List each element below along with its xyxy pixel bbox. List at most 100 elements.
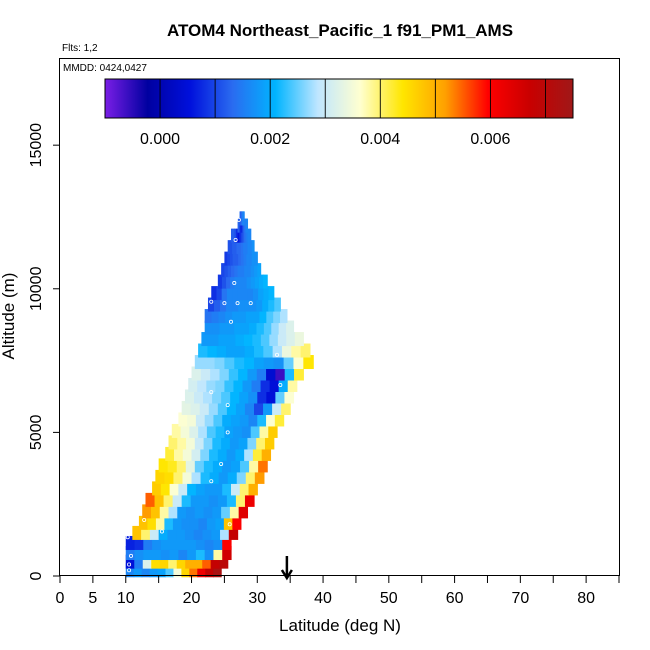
heatmap-cell: [281, 343, 292, 358]
heatmap-cell: [212, 435, 222, 450]
heatmap-cell: [217, 274, 223, 289]
heatmap-cell: [204, 535, 215, 550]
heatmap-cell: [291, 343, 302, 358]
heatmap-cell: [284, 366, 295, 381]
heatmap-cell: [240, 240, 244, 255]
heatmap-cell: [238, 218, 240, 233]
sample-point: [222, 301, 227, 306]
heatmap-cell: [240, 228, 244, 243]
heatmap-cell: [266, 412, 276, 427]
y-tick-label: 15000: [28, 123, 45, 168]
x-tick-label: 10: [117, 590, 135, 607]
heatmap-cell: [227, 251, 231, 266]
heatmap-cell: [249, 228, 252, 243]
heatmap-cell: [249, 320, 258, 335]
heatmap-cell: [261, 446, 272, 461]
heatmap-cell: [230, 274, 235, 289]
heatmap-cell: [254, 263, 258, 278]
sample-point: [233, 237, 238, 242]
heatmap-cell: [185, 458, 196, 473]
heatmap-cell: [257, 389, 267, 404]
heatmap-cell: [169, 535, 179, 550]
heatmap-cell: [207, 343, 218, 358]
heatmap-cell: [254, 251, 258, 266]
heatmap-cell: [149, 525, 160, 540]
colorbar-tick-label: 0.002: [250, 131, 290, 148]
heatmap-cell: [238, 274, 244, 289]
heatmap-cell: [258, 274, 264, 289]
sample-point: [159, 529, 164, 534]
heatmap-cell: [227, 240, 231, 255]
heatmap-cell: [250, 297, 257, 312]
heatmap-cell: [266, 389, 276, 404]
heatmap-cell: [214, 355, 226, 370]
heatmap-cell: [244, 492, 255, 507]
heatmap-cell: [256, 320, 265, 335]
sample-point: [232, 281, 237, 286]
heatmap-cell: [237, 228, 240, 243]
heatmap-cell: [189, 563, 198, 578]
heatmap-cell: [199, 492, 210, 507]
heatmap-cell: [226, 332, 236, 347]
heatmap-cell: [222, 535, 232, 550]
heatmap-cell: [186, 504, 196, 519]
heatmap-cell: [173, 446, 184, 461]
heatmap-cell: [239, 228, 242, 243]
heatmap-cell: [214, 297, 221, 312]
heatmap-cell: [125, 554, 135, 569]
heatmap-cell: [187, 481, 197, 496]
heatmap-cell: [273, 309, 281, 324]
y-axis: 0 5000 10000 15000: [28, 123, 60, 580]
sample-point: [248, 301, 253, 306]
heatmap-cell: [234, 228, 237, 243]
heatmap-cell: [197, 563, 206, 578]
heatmap-cell: [206, 423, 217, 438]
heatmap-cell: [226, 400, 237, 415]
heatmap-cell: [213, 546, 223, 561]
heatmap-cell: [189, 515, 199, 530]
heatmap-cell: [125, 535, 136, 550]
heatmap-cell: [181, 515, 191, 530]
heatmap-cell: [194, 355, 206, 370]
heatmap-cell: [247, 366, 258, 381]
y-tick-label: 10000: [28, 266, 45, 311]
heatmap-cell: [219, 366, 230, 381]
sample-point: [142, 517, 147, 522]
heatmap-cell: [172, 492, 183, 507]
heatmap-cell: [238, 251, 242, 266]
heatmap-cell: [173, 469, 184, 484]
heatmap-cell: [213, 535, 223, 550]
heatmap-cell: [250, 423, 261, 438]
heatmap-cell: [197, 378, 207, 392]
heatmap-cell: [237, 263, 242, 278]
plot-frame: [59, 58, 620, 576]
heatmap-cell: [277, 332, 287, 347]
heatmap-cell: [202, 554, 212, 569]
heatmap-cell: [206, 378, 216, 392]
heatmap-cell: [230, 412, 241, 427]
heatmap-cell: [226, 320, 235, 335]
heatmap-cell: [193, 525, 204, 540]
heatmap-cell: [262, 297, 269, 312]
heatmap-cell: [278, 378, 289, 392]
heatmap-cell: [200, 366, 211, 381]
heatmap-cell: [227, 469, 238, 484]
heatmap-cell: [226, 446, 236, 461]
heatmap-cell: [272, 400, 282, 415]
x-tick-label: 80: [577, 590, 595, 607]
heatmap-cell: [211, 525, 221, 540]
heatmap-cell: [232, 251, 236, 266]
heatmap-cell: [229, 435, 240, 450]
x-axis: 0 5 10 20 30 40 50 60 70 80: [56, 576, 620, 607]
sample-point: [278, 382, 283, 387]
heatmap-cell: [269, 332, 279, 347]
heatmap-cell: [187, 535, 197, 550]
heatmap-cell: [198, 515, 208, 530]
heatmap-cell: [194, 504, 205, 519]
heatmap-cell: [216, 343, 227, 358]
x-tick-label: 60: [446, 590, 464, 607]
heatmap-cell: [191, 366, 202, 381]
heatmap-cell: [240, 251, 245, 266]
heatmap-cell: [149, 563, 159, 578]
